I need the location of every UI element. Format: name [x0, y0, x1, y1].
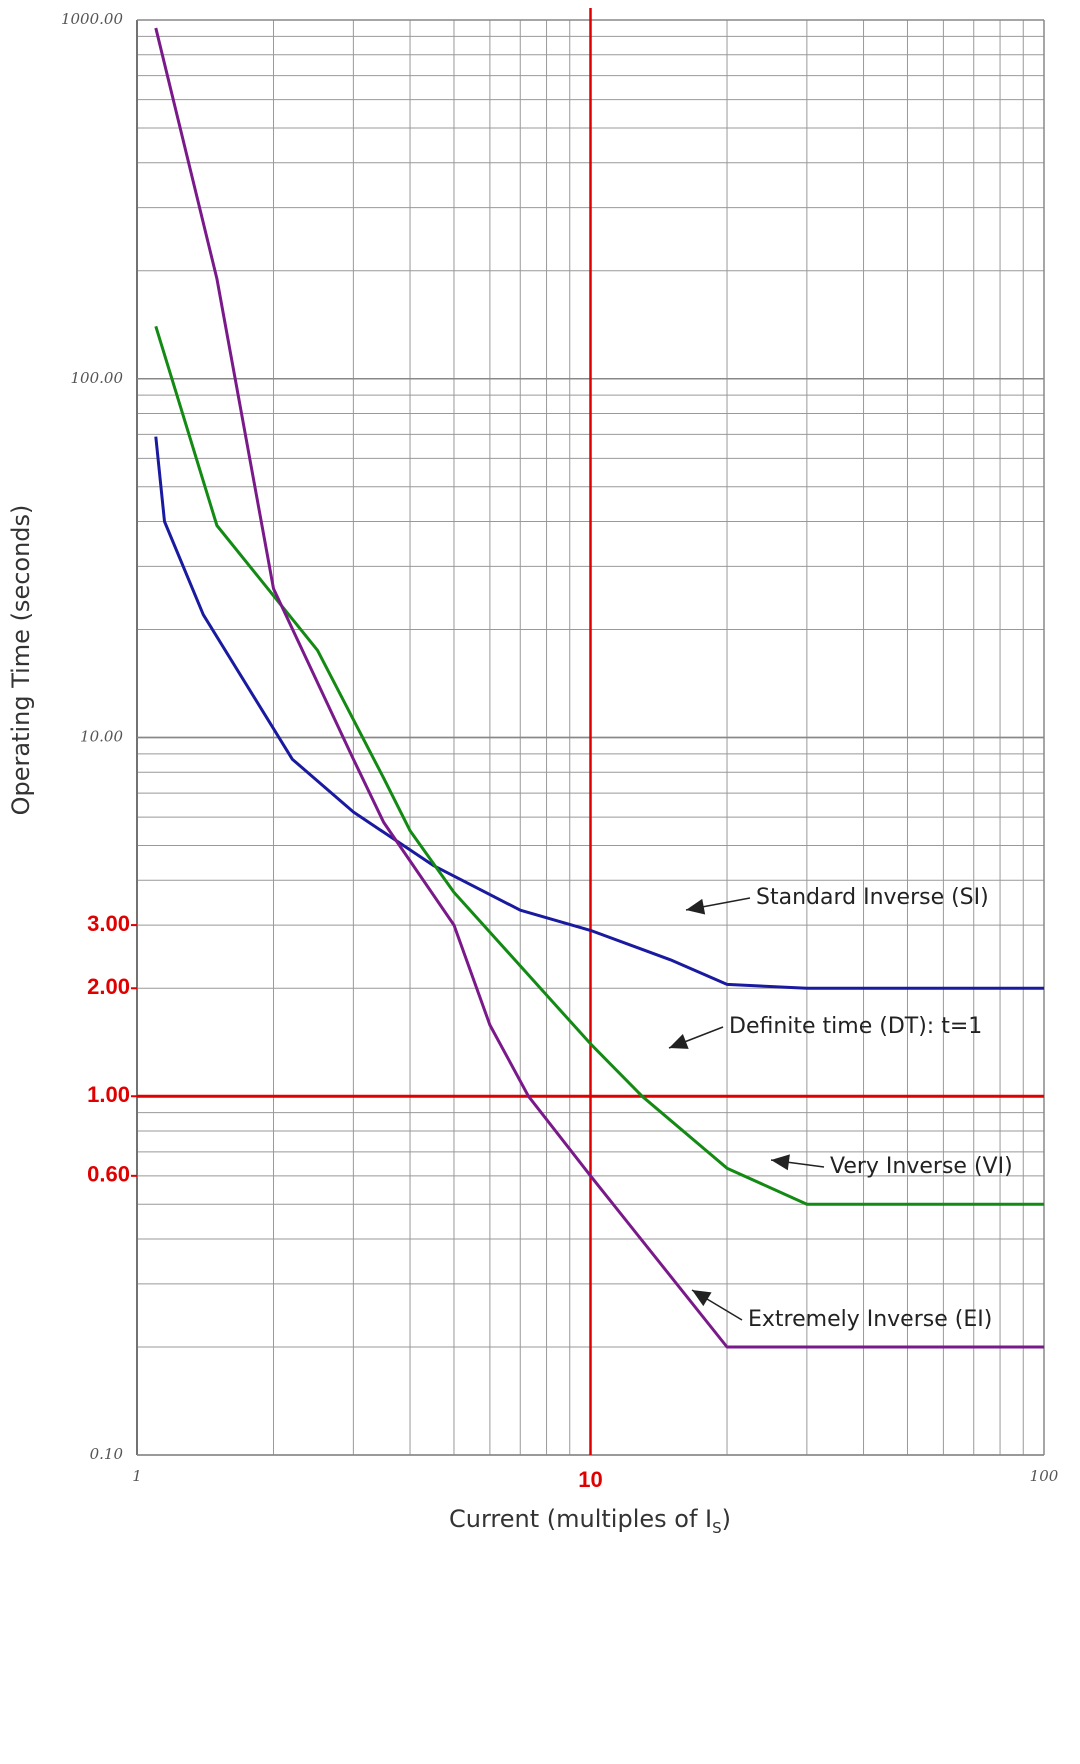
annotation-arrowhead: [692, 1290, 712, 1307]
x-axis-title-sub: S: [712, 1519, 722, 1537]
x-axis-title: Current (multiples of IS): [449, 1505, 731, 1537]
highlight-y-tick-label: 1.00: [87, 1082, 130, 1107]
y-tick-label: 0.10: [90, 1445, 124, 1463]
x-tick-label: 1: [132, 1467, 142, 1485]
annotation-arrowhead: [771, 1154, 790, 1171]
highlight-y-tick-label: 3.00: [87, 911, 130, 936]
series-line: [154, 27, 1044, 1349]
x-axis-title-end: ): [722, 1505, 731, 1533]
series-label: Very Inverse (VI): [830, 1154, 1013, 1179]
y-tick-label: 100.00: [71, 369, 124, 387]
y-tick-label: 10.00: [80, 728, 123, 746]
highlight-x-tick-label: 10: [578, 1467, 602, 1492]
y-tick-label: 1000.00: [61, 10, 123, 28]
x-tick-label: 100: [1030, 1467, 1059, 1485]
annotation-arrowhead: [669, 1034, 689, 1049]
highlight-y-tick-label: 0.60: [87, 1162, 130, 1187]
series-line: [154, 436, 1044, 990]
series-label: Definite time (DT): t=1: [729, 1014, 982, 1039]
annotation-arrowhead: [686, 898, 706, 915]
highlight-y-tick-label: 2.00: [87, 974, 130, 999]
x-axis-title-main: Current (multiples of I: [449, 1505, 712, 1533]
y-axis-title: Operating Time (seconds): [7, 505, 35, 816]
series-label: Extremely Inverse (EI): [748, 1307, 992, 1332]
series-label: Standard Inverse (SI): [756, 885, 989, 910]
